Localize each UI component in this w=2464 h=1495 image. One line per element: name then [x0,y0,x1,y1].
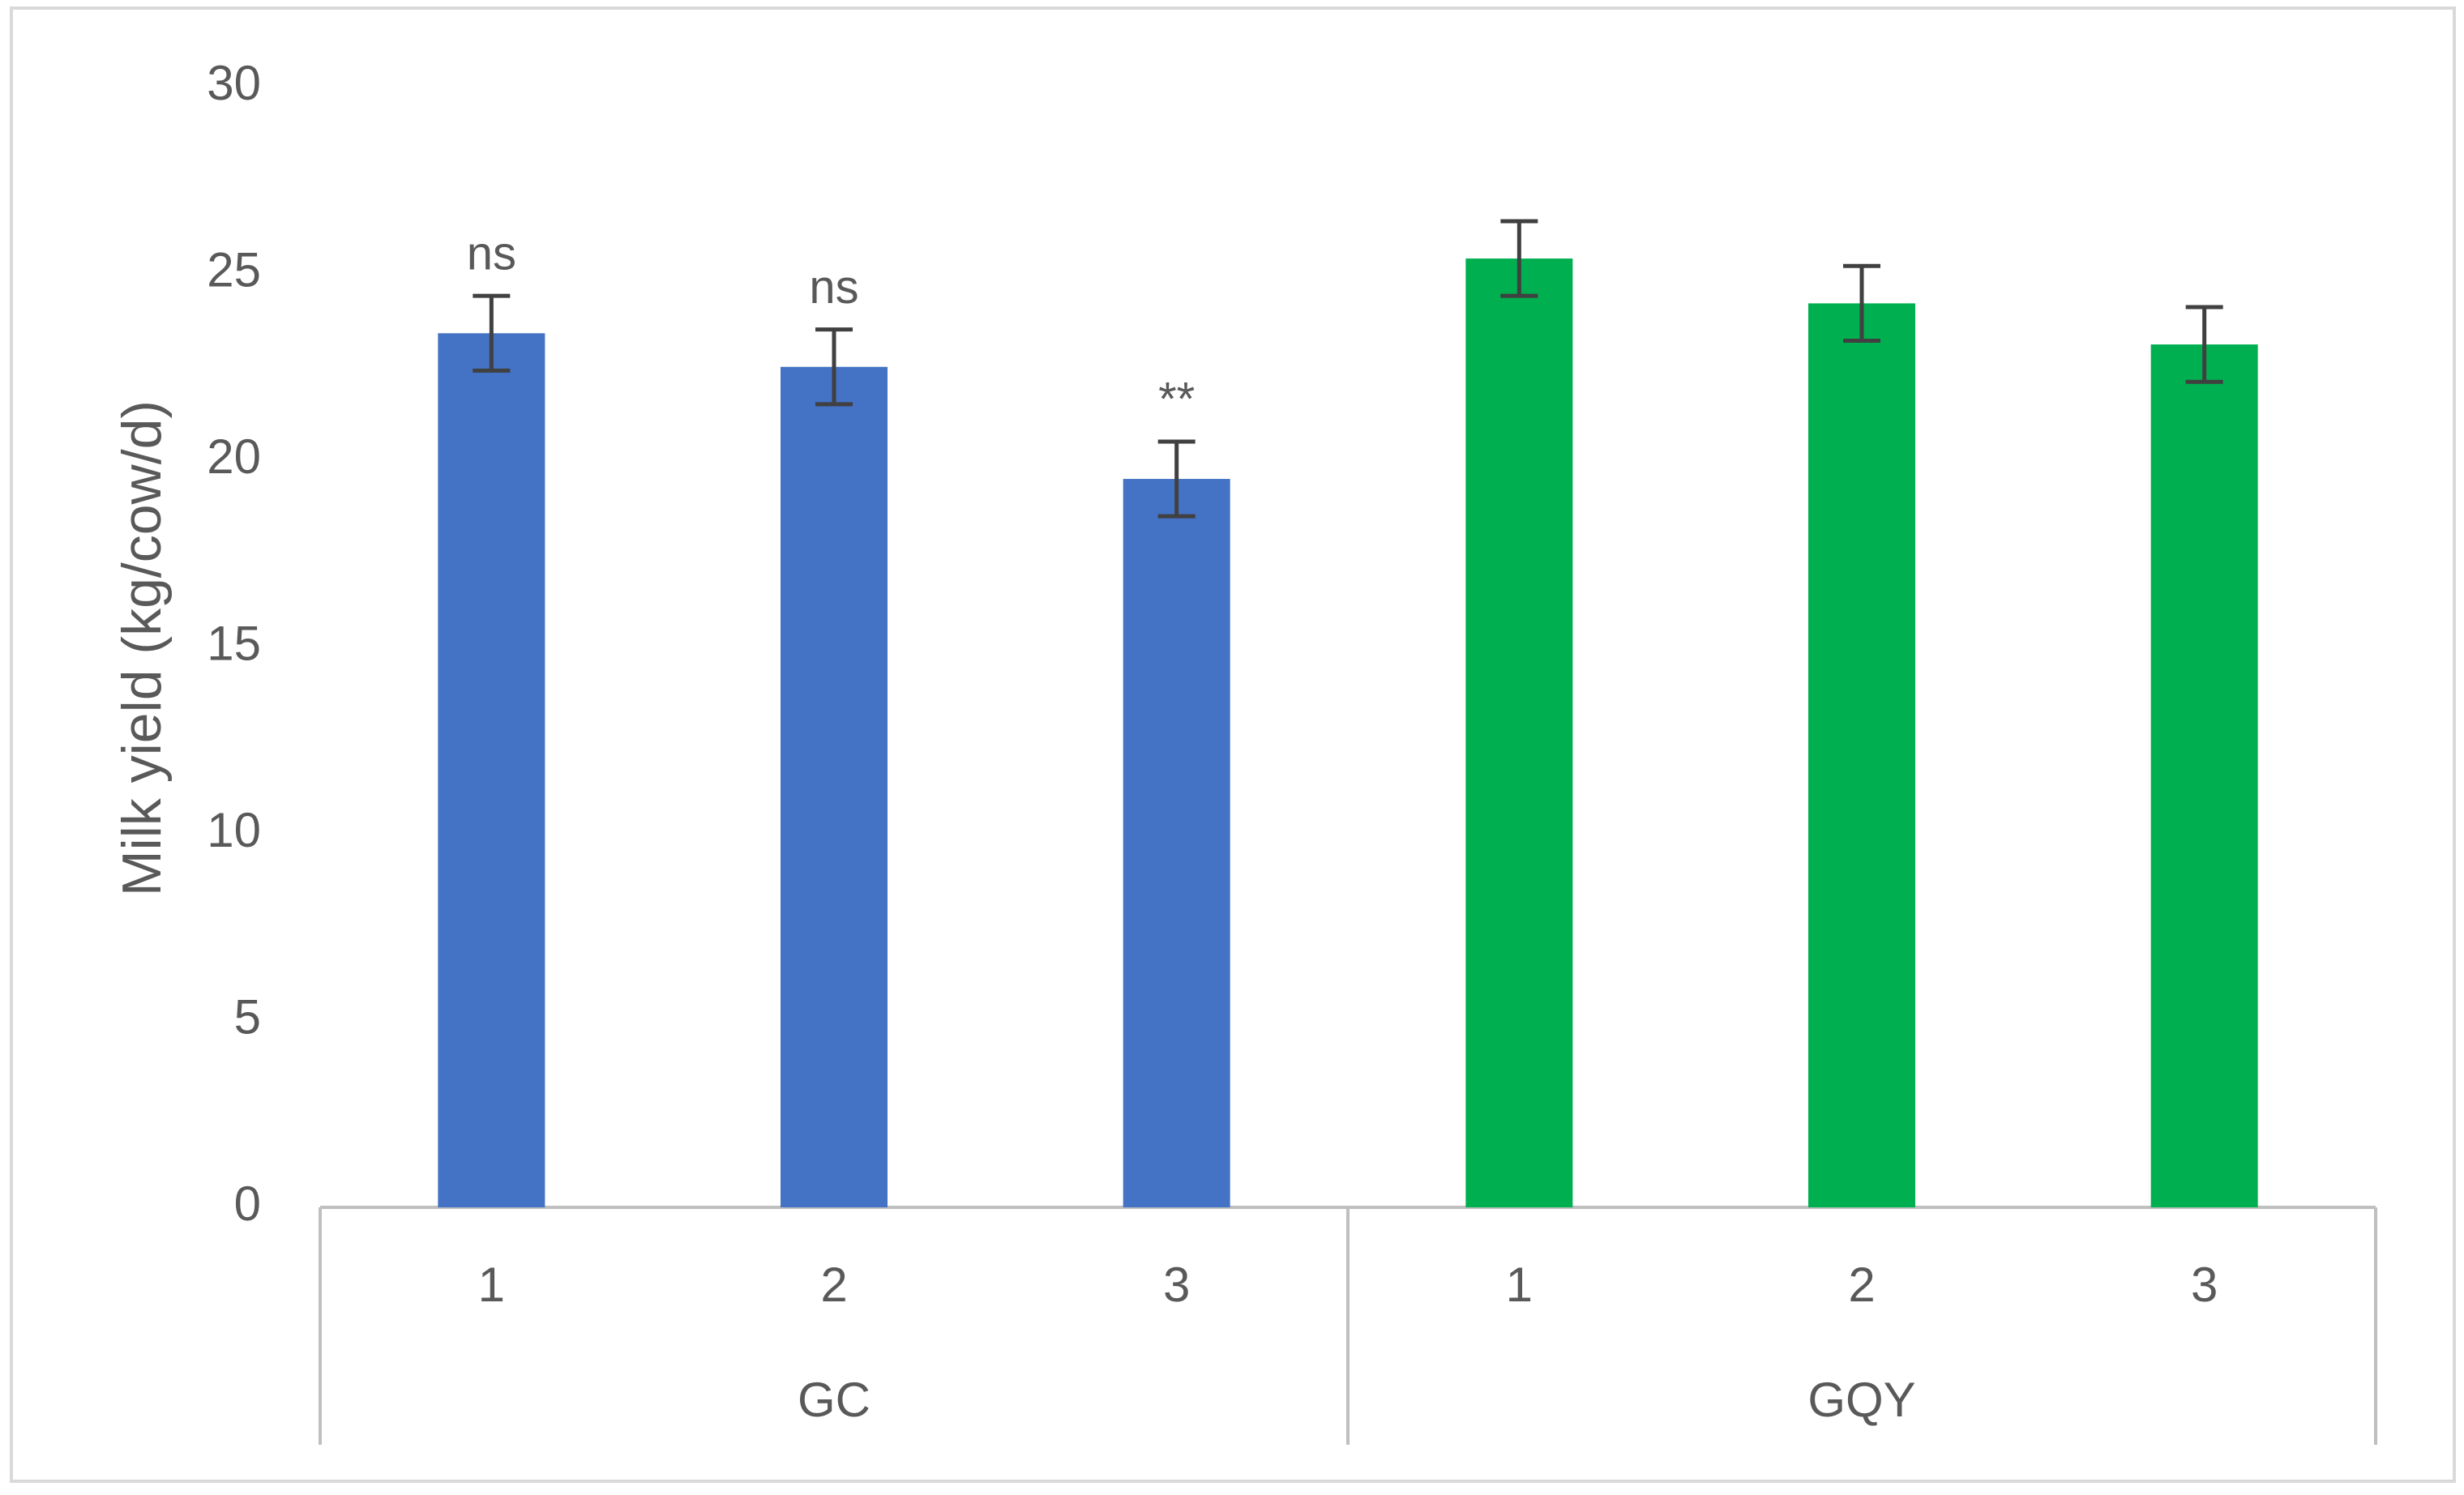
bar [1808,303,1915,1207]
x-tick-label: 2 [1848,1258,1875,1312]
x-tick-label: 1 [478,1258,505,1312]
bar [1465,258,1573,1207]
y-tick-label: 5 [234,989,261,1044]
x-tick-label: 3 [2191,1258,2218,1312]
y-tick-label: 15 [207,616,261,670]
chart-border [10,6,2456,1483]
y-tick-label: 20 [207,429,261,484]
x-tick-label: 3 [1163,1258,1190,1312]
y-tick-label: 30 [207,56,261,110]
y-tick-label: 10 [207,803,261,857]
group-label: GC [798,1373,871,1427]
y-tick-label: 25 [207,242,261,297]
bar [1123,479,1230,1207]
significance-label: ** [1158,373,1195,425]
bar [438,333,545,1207]
y-axis-label: Milk yield (kg/cow/d) [111,400,173,896]
bar [781,366,888,1207]
bar [2150,344,2258,1208]
y-tick-label: 0 [234,1177,261,1231]
significance-label: ns [467,227,516,280]
group-label: GQY [1807,1373,1915,1427]
x-tick-label: 2 [820,1258,847,1312]
x-tick-label: 1 [1506,1258,1533,1312]
significance-label: ns [809,261,858,314]
